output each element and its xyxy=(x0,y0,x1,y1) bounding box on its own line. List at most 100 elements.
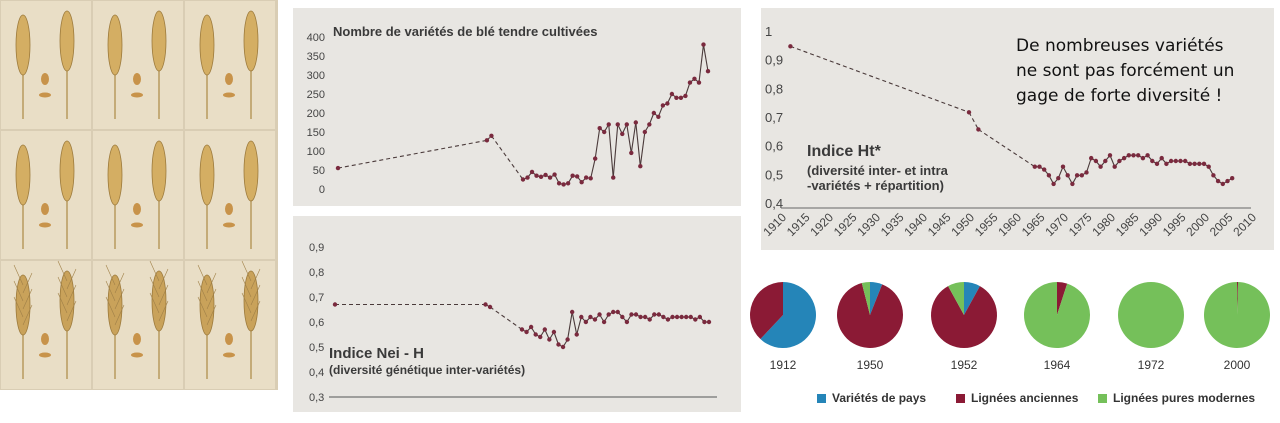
series-line-segment xyxy=(639,131,646,167)
y-tick-label: 150 xyxy=(307,127,325,139)
data-point xyxy=(669,91,675,97)
wheat-awn xyxy=(206,304,217,326)
data-point xyxy=(688,314,693,320)
annotation-line-2: ne sont pas forcément un xyxy=(1016,61,1235,81)
chart-subtitle-ht-index-line2: -variétés + répartition) xyxy=(807,178,944,193)
pie-year-label: 1912 xyxy=(769,358,797,372)
wheat-awn xyxy=(22,304,33,326)
data-point xyxy=(592,317,598,322)
y-tick-label: 0,7 xyxy=(309,292,324,304)
wheat-grain xyxy=(225,73,233,85)
data-point xyxy=(629,312,634,317)
data-point xyxy=(588,176,593,181)
wheat-ear xyxy=(15,144,31,206)
wheat-awn xyxy=(158,300,169,322)
data-point xyxy=(1112,164,1117,169)
y-tick-label: 0,9 xyxy=(309,242,324,254)
y-tick-label: 1 xyxy=(765,24,772,39)
pie-year-label: 1952 xyxy=(950,358,978,372)
data-point xyxy=(574,332,579,337)
data-point xyxy=(528,324,534,330)
chart-title-ht-index: Indice Ht* xyxy=(807,143,881,160)
y-tick-label: 0,3 xyxy=(309,392,324,404)
series-line-segment xyxy=(1085,157,1092,173)
data-point xyxy=(1140,155,1146,161)
wheat-plate xyxy=(1,131,91,259)
data-point xyxy=(660,103,666,108)
wheat-plate xyxy=(185,131,275,259)
wheat-ear-drawing xyxy=(105,260,169,379)
wheat-ear xyxy=(15,274,31,336)
wheat-awn xyxy=(197,264,208,286)
wheat-ear-drawing xyxy=(15,10,75,119)
data-point xyxy=(642,314,648,320)
wheat-grain xyxy=(39,92,51,98)
pie-slice xyxy=(1024,282,1090,348)
data-point xyxy=(1060,164,1066,169)
y-tick-label: 100 xyxy=(307,146,325,158)
series-line-segment xyxy=(576,316,582,335)
wheat-grain xyxy=(225,333,233,345)
data-point xyxy=(519,327,525,332)
x-tick-label: 1960 xyxy=(995,210,1024,239)
wheat-awn xyxy=(149,276,160,298)
wheat-awn xyxy=(206,272,217,294)
wheat-awn xyxy=(105,280,116,302)
series-line-segment xyxy=(635,122,641,167)
data-point xyxy=(538,334,543,340)
data-point xyxy=(1070,181,1075,187)
y-tick-label: 0,5 xyxy=(765,167,783,182)
data-point xyxy=(483,302,488,307)
pie-chart-1972: 1972 xyxy=(1116,280,1186,380)
wheat-grain xyxy=(39,222,51,228)
data-point xyxy=(529,169,535,175)
y-tick-label: 0,8 xyxy=(309,267,324,279)
wheat-ear xyxy=(151,10,167,72)
annotation-note: De nombreuses variétés ne sont pas forcé… xyxy=(1016,34,1234,109)
annotation-line-1: De nombreuses variétés xyxy=(1016,36,1224,56)
data-point xyxy=(332,302,338,307)
data-point xyxy=(570,173,575,178)
data-point xyxy=(615,122,620,127)
data-point xyxy=(556,181,562,186)
y-tick-label: 250 xyxy=(307,89,325,101)
data-point xyxy=(547,175,553,180)
series-line-segment xyxy=(968,112,979,130)
data-point xyxy=(683,93,688,99)
legend-swatch-anciennes xyxy=(956,393,965,403)
chart-ht-index: 0,4 0,5 0,6 0,7 0,8 0,9 1 1910 1915 1920 1925 1930 1… xyxy=(760,8,1274,250)
data-point xyxy=(1192,161,1197,167)
wheat-awn xyxy=(13,280,24,302)
data-point xyxy=(1089,155,1094,161)
data-point xyxy=(1154,161,1160,167)
data-point xyxy=(633,120,639,125)
data-point xyxy=(1164,161,1169,167)
wheat-awn xyxy=(206,288,217,310)
data-point xyxy=(1107,153,1113,158)
pie-slice xyxy=(948,282,964,315)
pie-chart-1964: 1964 xyxy=(1022,280,1092,380)
y-tick-label: 0,5 xyxy=(309,342,324,354)
pie-chart-1912: 1912 xyxy=(748,280,818,380)
y-tick-label: 200 xyxy=(307,108,325,120)
wheat-grain xyxy=(131,352,143,358)
data-point xyxy=(651,110,657,116)
data-point xyxy=(574,174,580,179)
series-line-segment xyxy=(571,311,578,335)
data-point xyxy=(1230,176,1235,181)
wheat-awn xyxy=(114,272,125,294)
legend-item-anciennes: Lignées anciennes xyxy=(956,391,1078,405)
data-point xyxy=(1126,153,1131,158)
data-point xyxy=(788,44,793,49)
pie-slice xyxy=(1204,282,1270,348)
chart-variety-count-svg: 0 50 100 150 200 250 300 350 400 xyxy=(307,32,711,196)
legend-label-pays: Variétés de pays xyxy=(832,391,927,405)
data-point xyxy=(665,317,671,322)
y-tick-label: 0,4 xyxy=(765,196,783,211)
wheat-plate xyxy=(93,1,183,129)
pie-slice xyxy=(964,282,980,315)
data-point xyxy=(633,312,639,317)
x-tick-label: 2005 xyxy=(1207,210,1236,239)
data-point xyxy=(565,337,570,342)
data-point xyxy=(489,133,494,138)
